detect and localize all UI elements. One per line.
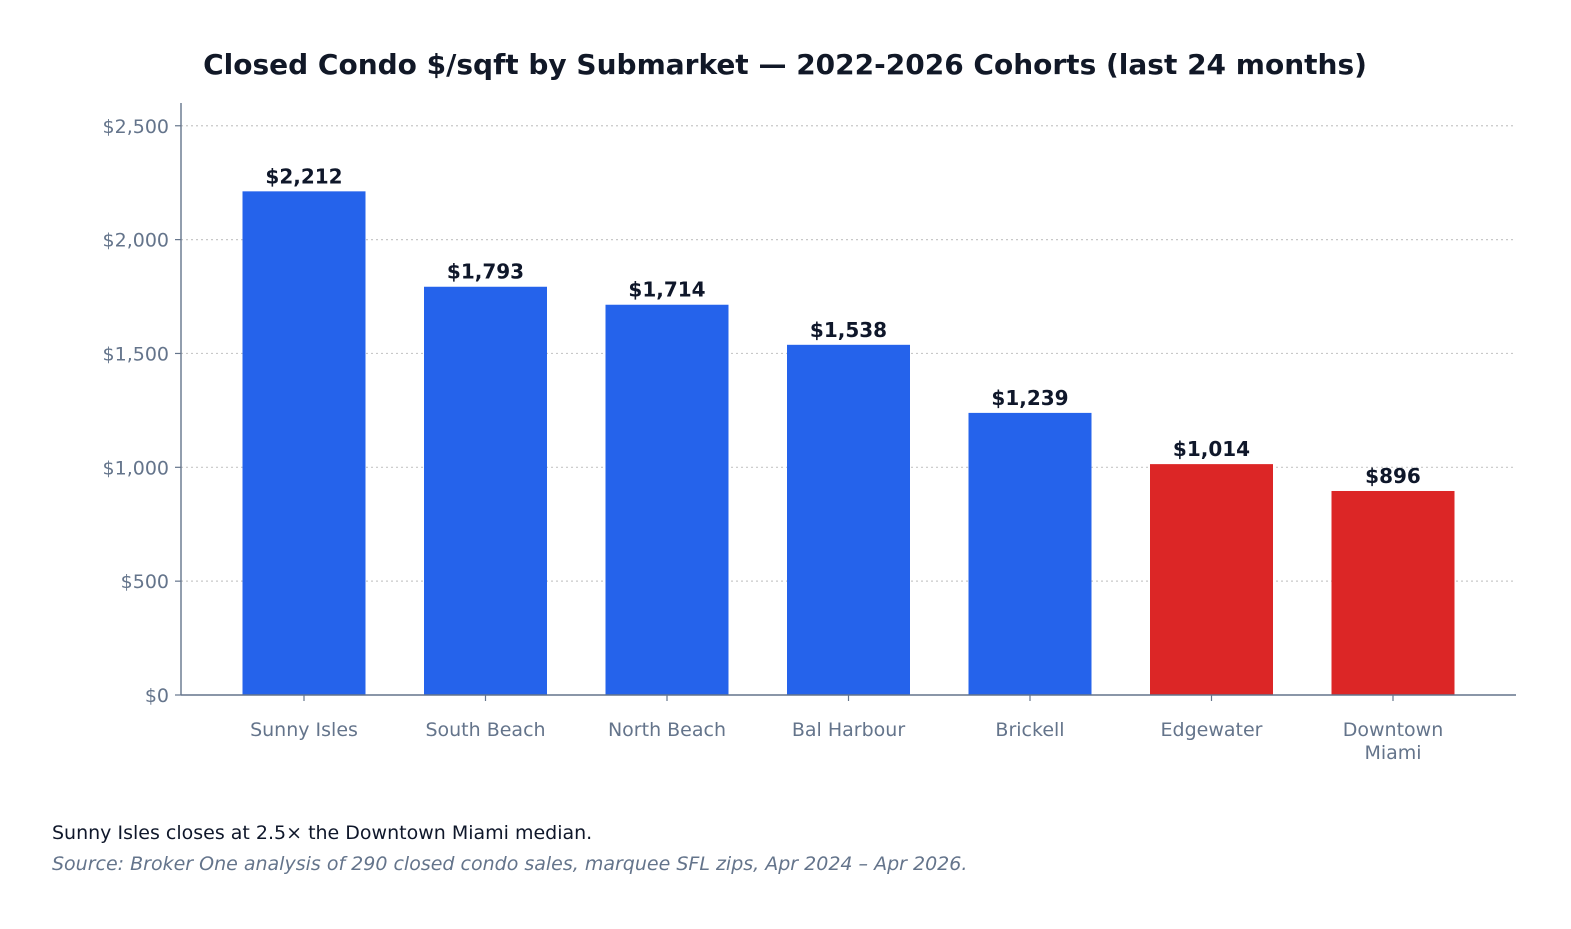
bar-sunny-isles	[242, 191, 366, 696]
value-label: $1,014	[1173, 437, 1250, 461]
y-tick-label: $1,500	[103, 343, 169, 365]
bar-downtown-miami	[1331, 490, 1455, 695]
bar-north-beach	[605, 304, 729, 695]
value-label: $1,714	[628, 278, 705, 302]
chart-title: Closed Condo $/sqft by Submarket — 2022-…	[203, 48, 1367, 81]
y-tick-label: $500	[121, 571, 169, 593]
value-label: $1,538	[810, 318, 887, 342]
x-tick-label: Sunny Isles	[250, 719, 358, 741]
bars	[242, 191, 1455, 696]
y-tick-label: $2,500	[103, 116, 169, 138]
value-labels: $2,212 $1,793 $1,714 $1,538 $1,239 $1,014 $896	[265, 164, 1420, 488]
chart-note: Sunny Isles closes at 2.5× the Downtown …	[52, 822, 593, 844]
value-label: $1,793	[447, 260, 524, 284]
y-tick-label: $0	[145, 685, 169, 707]
x-tick-label: Brickell	[995, 719, 1064, 741]
bar-bal-harbour	[787, 344, 910, 695]
x-tick-label: Bal Harbour	[792, 719, 905, 741]
bar-brickell	[968, 412, 1092, 695]
chart-source: Source: Broker One analysis of 290 close…	[52, 853, 968, 875]
y-axis-ticks: $0 $500 $1,000 $1,500 $2,000 $2,500	[103, 116, 181, 707]
value-label: $1,239	[991, 386, 1068, 410]
y-tick-label: $2,000	[103, 230, 169, 252]
x-axis-ticks: Sunny Isles South Beach North Beach Bal Har…	[250, 695, 1443, 764]
x-tick-label: Downtown Miami	[1343, 719, 1444, 764]
bar-south-beach	[424, 286, 547, 695]
value-label: $2,212	[265, 164, 342, 188]
bar-edgewater	[1150, 464, 1273, 695]
value-label: $896	[1365, 464, 1421, 488]
x-tick-label: Edgewater	[1161, 719, 1263, 741]
x-tick-label: North Beach	[608, 719, 726, 741]
x-tick-label: South Beach	[425, 719, 545, 741]
y-tick-label: $1,000	[103, 457, 169, 479]
